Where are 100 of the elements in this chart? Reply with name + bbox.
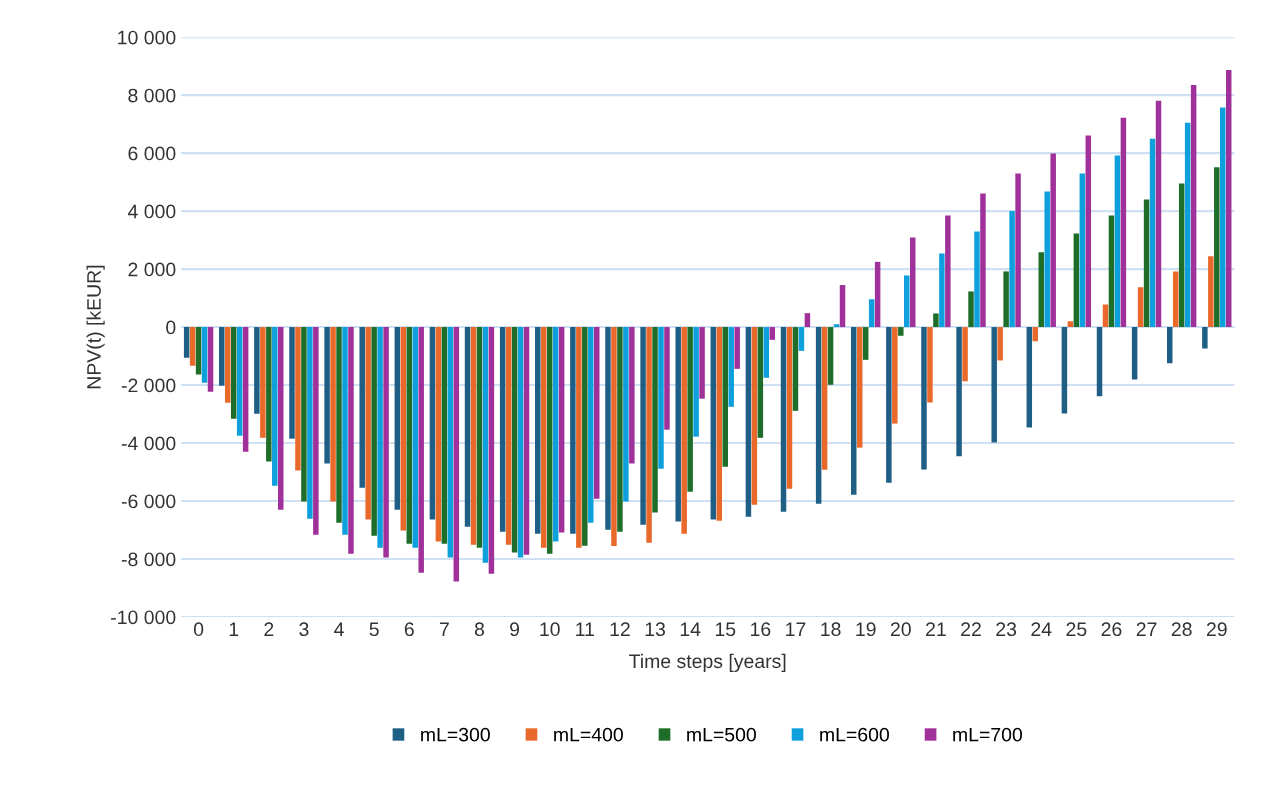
x-tick-label: 23 bbox=[996, 622, 1017, 637]
bar bbox=[991, 327, 997, 443]
legend-label: mL=600 bbox=[820, 727, 889, 742]
bar bbox=[278, 327, 284, 510]
y-tick-label: 10 000 bbox=[118, 30, 176, 45]
bar bbox=[1202, 327, 1208, 349]
bar bbox=[962, 327, 968, 382]
bar bbox=[1120, 117, 1127, 328]
y-tick-label: -10 000 bbox=[111, 610, 176, 625]
bar bbox=[1032, 327, 1039, 342]
y-tick-label: 2 000 bbox=[128, 262, 176, 277]
bar bbox=[552, 327, 559, 542]
bar bbox=[804, 313, 811, 328]
x-tick-label: 29 bbox=[1206, 622, 1227, 637]
bar bbox=[236, 327, 243, 436]
x-tick-label: 8 bbox=[474, 622, 485, 637]
x-tick-label: 26 bbox=[1101, 622, 1122, 637]
bar bbox=[336, 327, 342, 523]
bar bbox=[348, 327, 354, 554]
y-tick-label: 8 000 bbox=[128, 88, 176, 103]
bar bbox=[570, 327, 576, 534]
bar bbox=[640, 327, 646, 525]
bar bbox=[974, 231, 980, 328]
bar bbox=[377, 327, 383, 548]
x-tick-label: 2 bbox=[264, 622, 274, 636]
bar bbox=[1061, 327, 1068, 414]
x-tick-label: 17 bbox=[786, 622, 806, 636]
bar bbox=[886, 327, 892, 483]
y-tick-label: 0 bbox=[166, 320, 176, 335]
bar bbox=[558, 327, 565, 533]
bar bbox=[968, 291, 974, 328]
bar bbox=[482, 327, 489, 563]
bar bbox=[453, 327, 460, 582]
bar bbox=[1131, 327, 1138, 380]
bar bbox=[1026, 327, 1033, 428]
bar bbox=[833, 324, 840, 328]
bar bbox=[856, 327, 863, 448]
y-tick-label: -2 000 bbox=[121, 378, 176, 393]
bar bbox=[535, 327, 541, 534]
bar bbox=[1137, 287, 1144, 328]
bar bbox=[874, 261, 881, 328]
bar bbox=[681, 327, 687, 534]
x-tick-label: 1 bbox=[229, 622, 239, 636]
bar bbox=[499, 327, 506, 532]
bar bbox=[330, 327, 336, 502]
y-tick-label: -6 000 bbox=[121, 494, 176, 509]
y-tick-label: -8 000 bbox=[121, 552, 176, 567]
bar bbox=[605, 327, 611, 530]
bar bbox=[342, 327, 348, 535]
bar bbox=[189, 327, 196, 366]
bar bbox=[945, 215, 951, 328]
bar bbox=[658, 327, 664, 469]
bar bbox=[675, 327, 681, 522]
bar bbox=[792, 327, 799, 411]
bar bbox=[412, 327, 418, 548]
bar bbox=[1208, 256, 1214, 328]
x-tick-label: 18 bbox=[821, 622, 841, 637]
bar bbox=[224, 327, 231, 403]
bar bbox=[1225, 69, 1232, 328]
x-tick-label: 21 bbox=[926, 622, 946, 636]
legend-label: mL=300 bbox=[421, 727, 490, 742]
bar bbox=[1178, 183, 1185, 328]
bar bbox=[313, 327, 319, 535]
bar bbox=[780, 327, 787, 512]
bar bbox=[1190, 85, 1197, 328]
bar bbox=[646, 327, 652, 543]
bar bbox=[693, 327, 699, 437]
x-tick-label: 11 bbox=[576, 622, 594, 636]
bar bbox=[745, 327, 752, 517]
x-tick-label: 25 bbox=[1066, 622, 1087, 637]
bar bbox=[769, 327, 776, 340]
bar bbox=[183, 327, 190, 358]
x-tick-label: 19 bbox=[856, 622, 876, 637]
bar bbox=[1015, 173, 1021, 328]
bar bbox=[997, 327, 1003, 361]
bar bbox=[827, 327, 834, 385]
bar bbox=[862, 327, 869, 360]
bar bbox=[939, 253, 945, 328]
x-tick-label: 22 bbox=[961, 622, 981, 636]
bar bbox=[699, 327, 705, 399]
x-tick-label: 10 bbox=[540, 622, 560, 637]
bar bbox=[1073, 233, 1080, 328]
bar bbox=[798, 327, 805, 351]
bar bbox=[821, 327, 828, 470]
bar bbox=[839, 285, 846, 328]
bar bbox=[623, 327, 629, 502]
bar bbox=[892, 327, 898, 424]
bar bbox=[1003, 271, 1009, 328]
bar bbox=[898, 327, 904, 336]
bar bbox=[505, 327, 512, 545]
bar bbox=[1172, 271, 1179, 328]
bar bbox=[289, 327, 295, 439]
bar bbox=[1155, 100, 1162, 328]
bar bbox=[1167, 327, 1173, 364]
bar bbox=[195, 327, 202, 375]
bar bbox=[1050, 153, 1056, 328]
bar bbox=[728, 327, 734, 407]
bar bbox=[1096, 327, 1103, 397]
bar bbox=[254, 327, 260, 414]
bar bbox=[476, 327, 483, 548]
